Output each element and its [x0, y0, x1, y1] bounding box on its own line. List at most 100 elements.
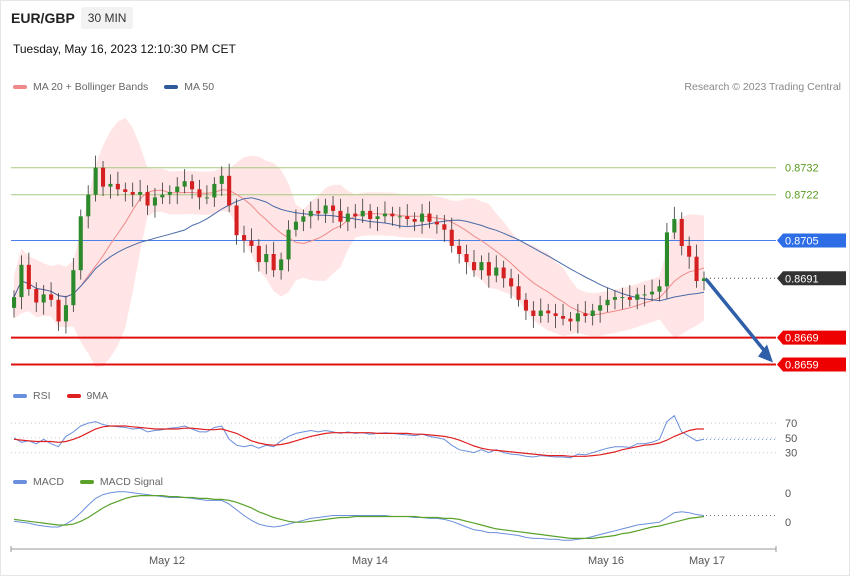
- candle-body: [108, 183, 113, 187]
- candle-body: [553, 313, 558, 316]
- x-tick-may-14: May 14: [352, 555, 388, 567]
- candle-body: [598, 305, 603, 311]
- macd-legend: MACD MACD Signal: [13, 476, 163, 488]
- candle-body: [175, 186, 180, 192]
- candle-body: [197, 189, 202, 198]
- rsi9-swatch: [66, 394, 81, 398]
- candle-body: [464, 254, 469, 263]
- candle-body: [679, 219, 684, 246]
- candle-body: [672, 219, 677, 233]
- candle-body: [635, 294, 640, 300]
- candle-body: [167, 192, 172, 195]
- candle-body: [501, 267, 506, 279]
- candle-body: [115, 183, 120, 190]
- forecast-arrow: [705, 278, 767, 354]
- level-tag-3: [777, 271, 846, 286]
- candle-body: [353, 213, 358, 217]
- candle-body: [486, 262, 491, 276]
- macd-swatch: [13, 480, 27, 484]
- candle-body: [702, 278, 707, 281]
- candle-body: [279, 259, 284, 271]
- candle-body: [323, 205, 328, 214]
- forecast-arrowhead: [758, 344, 773, 363]
- candle-body: [41, 294, 46, 303]
- candle-body: [242, 235, 247, 241]
- level-tag-4: [777, 330, 846, 345]
- macd-signal-line: [13, 495, 705, 539]
- timeframe-badge[interactable]: 30 MIN: [80, 7, 134, 29]
- candle-body: [509, 278, 514, 287]
- candle-body: [219, 175, 224, 184]
- x-tick-may-12: May 12: [149, 555, 185, 567]
- candle-body: [63, 305, 68, 322]
- candle-body: [19, 264, 24, 298]
- candle-body: [182, 181, 187, 187]
- credit-text: Research © 2023 Trading Central: [684, 81, 841, 93]
- macd-tick-zero: 0: [785, 517, 791, 529]
- macd-line: [13, 491, 705, 541]
- candle-body: [78, 216, 83, 271]
- rsi-swatch: [13, 394, 27, 398]
- candle-body: [145, 192, 150, 206]
- candle-body: [657, 286, 662, 292]
- candle-body: [382, 213, 387, 217]
- candle-body: [234, 205, 239, 236]
- legend-macd: MACD: [33, 476, 64, 488]
- candles: [12, 155, 707, 334]
- candle-body: [642, 294, 647, 296]
- candle-body: [612, 297, 617, 300]
- legend-rsi9: 9MA: [86, 390, 109, 402]
- candle-body: [316, 210, 321, 214]
- candle-body: [264, 254, 269, 263]
- candle-body: [375, 216, 380, 219]
- candle-body: [49, 294, 54, 300]
- candle-body: [86, 194, 91, 217]
- candle-body: [101, 167, 106, 187]
- candle-body: [360, 210, 365, 217]
- candle-body: [627, 297, 632, 300]
- candle-body: [694, 256, 699, 281]
- candle-body: [434, 221, 439, 225]
- x-tick-may-16: May 16: [588, 555, 624, 567]
- candle-body: [397, 216, 402, 218]
- legend-rsi: RSI: [33, 390, 51, 402]
- candle-body: [575, 313, 580, 322]
- candle-body: [190, 181, 195, 190]
- candle-body: [345, 213, 350, 222]
- candle-body: [664, 232, 669, 287]
- candle-body: [472, 262, 477, 271]
- candle-body: [531, 310, 536, 316]
- candle-body: [405, 216, 410, 219]
- level-label-3: 0.8691: [785, 273, 819, 285]
- candle-body: [457, 245, 462, 254]
- candle-body: [420, 213, 425, 222]
- candle-body: [590, 310, 595, 316]
- candle-body: [212, 183, 217, 198]
- rsi-tick-30: 30: [785, 448, 797, 460]
- timestamp: Tuesday, May 16, 2023 12:10:30 PM CET: [13, 42, 236, 56]
- candle-body: [293, 221, 298, 230]
- candle-body: [568, 318, 573, 322]
- instrument-pair[interactable]: EUR/GBP: [11, 10, 75, 26]
- candle-body: [256, 245, 261, 263]
- level-label-2: 0.8705: [785, 236, 819, 248]
- candle-body: [130, 192, 135, 195]
- level-label-1: 0.8722: [785, 190, 819, 202]
- candle-body: [449, 229, 454, 246]
- candle-body: [561, 316, 566, 319]
- candle-body: [479, 262, 484, 271]
- candle-body: [442, 224, 447, 230]
- ma50-swatch: [164, 85, 179, 89]
- candle-body: [249, 240, 254, 246]
- candle-body: [687, 245, 692, 257]
- rsi-tick-50: 50: [785, 433, 797, 445]
- candle-body: [338, 210, 343, 222]
- ma50-line: [13, 197, 705, 302]
- signal-swatch: [79, 480, 94, 484]
- macd-tick-top: 0: [785, 488, 791, 500]
- candle-body: [308, 210, 313, 217]
- candle-body: [620, 297, 625, 299]
- candle-body: [538, 310, 543, 316]
- level-label-4: 0.8669: [785, 333, 819, 345]
- candle-body: [227, 175, 232, 206]
